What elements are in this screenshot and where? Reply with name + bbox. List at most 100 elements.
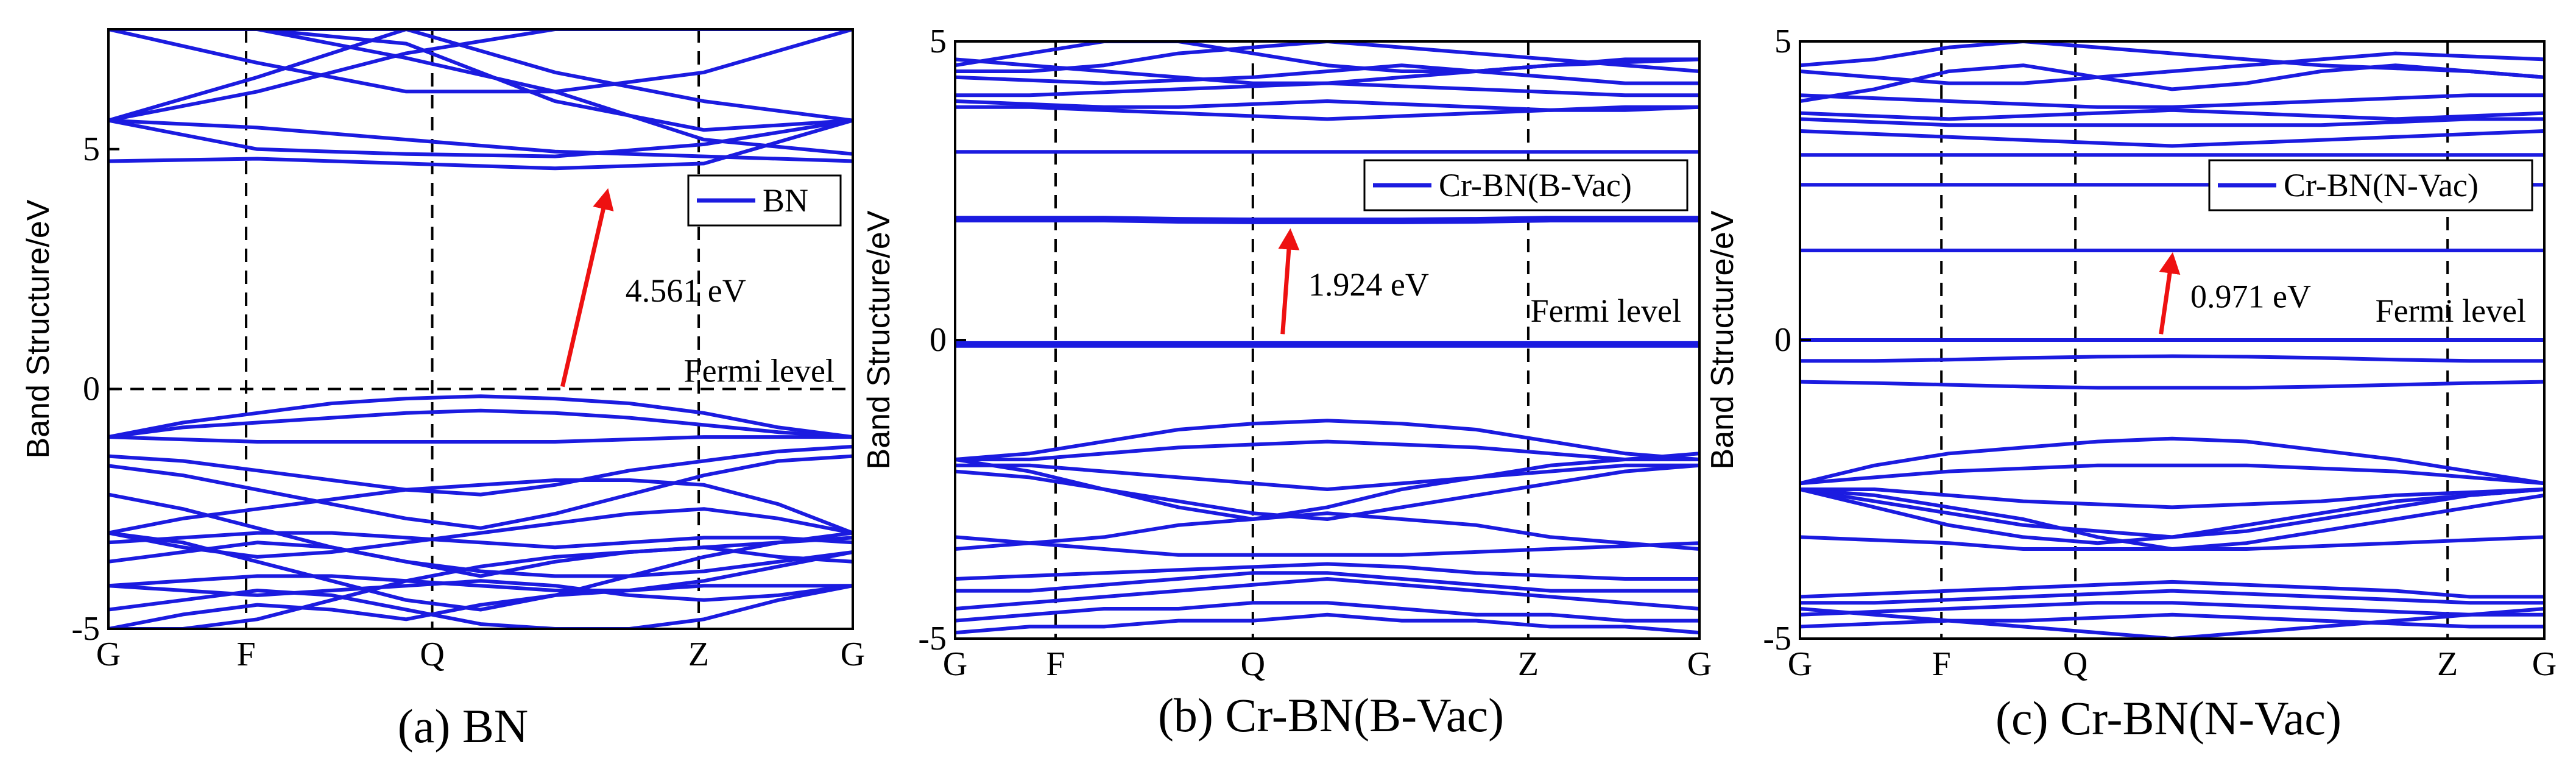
y-tick-label: 5 — [930, 23, 947, 60]
band-line-5 — [108, 29, 853, 122]
band-line-2 — [108, 118, 853, 171]
band-line-10 — [955, 41, 1699, 73]
band-line-24 — [108, 536, 853, 629]
band-line-24 — [955, 612, 1699, 635]
band-line-7 — [1800, 129, 2544, 148]
y-axis-label: Band Structure/eV — [861, 210, 897, 469]
band-line-8 — [108, 29, 853, 94]
band-line-13 — [955, 419, 1699, 461]
legend-label: Cr-BN(B-Vac) — [1439, 167, 1632, 204]
panel-caption: (c) Cr-BN(N-Vac) — [1996, 692, 2341, 745]
band-gap-arrow — [2159, 252, 2181, 335]
band-line-9 — [108, 29, 853, 122]
band-line-15 — [955, 463, 1699, 491]
band-line-21 — [108, 579, 853, 602]
band-gap-label: 1.924 eV — [1308, 266, 1429, 303]
band-line-7 — [955, 99, 1699, 112]
legend-label: Cr-BN(N-Vac) — [2284, 167, 2479, 204]
band-line-13 — [1800, 41, 2544, 79]
band-line-22 — [108, 584, 853, 629]
band-line-20 — [108, 574, 853, 592]
x-tick-label: G — [943, 645, 967, 683]
x-tick-label: G — [841, 636, 865, 673]
band-line-12 — [1800, 51, 2544, 85]
x-tick-label: Z — [2437, 645, 2458, 683]
x-tick-label: F — [1932, 645, 1951, 683]
band-line-4 — [108, 29, 853, 122]
band-line-14 — [955, 439, 1699, 461]
band-gap-arrow — [560, 188, 614, 388]
band-line-11 — [1800, 63, 2544, 103]
x-tick-label: G — [96, 636, 121, 673]
y-tick-label: 5 — [1774, 23, 1791, 60]
band-line-3 — [955, 219, 1699, 224]
band-line-19 — [108, 540, 853, 578]
band-line-10 — [1800, 93, 2544, 109]
band-line-15 — [1800, 463, 2544, 486]
band-gap-arrow — [1278, 228, 1300, 335]
band-line-25 — [108, 492, 853, 578]
y-axis-label: Band Structure/eV — [21, 199, 56, 458]
band-line-6 — [108, 29, 853, 156]
band-line-14 — [108, 454, 853, 530]
y-tick-label: -5 — [1763, 620, 1791, 657]
band-gap-label: 4.561 eV — [626, 272, 746, 309]
band-line-23 — [1800, 601, 2544, 617]
band-line-22 — [955, 577, 1699, 611]
band-line-16 — [955, 463, 1699, 521]
band-line-21 — [955, 571, 1699, 593]
band-line-4 — [955, 216, 1699, 221]
band-line-17 — [108, 531, 853, 550]
plot-frame — [107, 28, 854, 630]
x-tick-label: Q — [1241, 645, 1265, 683]
band-line-25 — [1800, 607, 2544, 639]
x-tick-label: Z — [1518, 645, 1539, 683]
x-tick-label: Q — [2063, 645, 2087, 683]
band-line-18 — [1800, 487, 2544, 545]
y-tick-label: -5 — [918, 620, 947, 657]
x-tick-label: G — [1788, 645, 1812, 683]
band-gap-label: 0.971 eV — [2190, 278, 2311, 315]
band-line-24 — [1800, 612, 2544, 629]
fermi-level-label: Fermi level — [1531, 292, 1681, 329]
x-tick-label: Q — [420, 636, 444, 673]
band-line-12 — [108, 435, 853, 444]
y-tick-label: 0 — [83, 370, 100, 408]
band-line-7 — [108, 29, 853, 132]
band-line-10 — [108, 394, 853, 439]
fermi-level-label: Fermi level — [2376, 292, 2526, 329]
panel-3: -5 0 5 G F Q Z G Band Structure/eV Cr-BN(N-Vac) 0.… — [1705, 23, 2557, 745]
band-line-21 — [1800, 579, 2544, 599]
band-line-20 — [955, 562, 1699, 581]
band-line-15 — [108, 478, 853, 535]
y-tick-label: 0 — [1774, 321, 1791, 359]
panel-caption: (b) Cr-BN(B-Vac) — [1158, 689, 1504, 742]
y-tick-label: 0 — [930, 321, 947, 359]
legend: Cr-BN(N-Vac) — [2208, 159, 2533, 211]
bands — [1800, 41, 2544, 639]
band-line-19 — [955, 535, 1699, 557]
band-line-2 — [1800, 354, 2544, 363]
panel-1: -5 0 5 G F Q Z G Band Structure/eV BN 4.561 eV Ferm… — [21, 28, 865, 753]
band-line-20 — [1800, 487, 2544, 551]
band-line-13 — [108, 444, 853, 497]
y-tick-label: -5 — [71, 610, 100, 648]
band-line-18 — [955, 511, 1699, 551]
x-tick-label: G — [1687, 645, 1712, 683]
legend: BN — [687, 174, 842, 227]
panel-caption: (a) BN — [398, 700, 528, 753]
band-line-17 — [955, 452, 1699, 521]
y-tick-label: 5 — [83, 130, 100, 168]
x-tick-label: G — [2532, 645, 2557, 683]
band-line-23 — [108, 550, 853, 629]
band-line-12 — [955, 57, 1699, 85]
x-tick-label: Z — [688, 636, 709, 673]
band-line-14 — [1800, 436, 2544, 486]
band-line-9 — [955, 63, 1699, 85]
band-line-23 — [955, 601, 1699, 623]
bands — [108, 29, 853, 629]
fermi-level-label: Fermi level — [684, 352, 835, 389]
panel-2: -5 0 5 G F Q Z G Band Structure/eV Cr-BN(B-Vac) 1.… — [861, 23, 1712, 742]
band-line-16 — [1800, 487, 2544, 509]
